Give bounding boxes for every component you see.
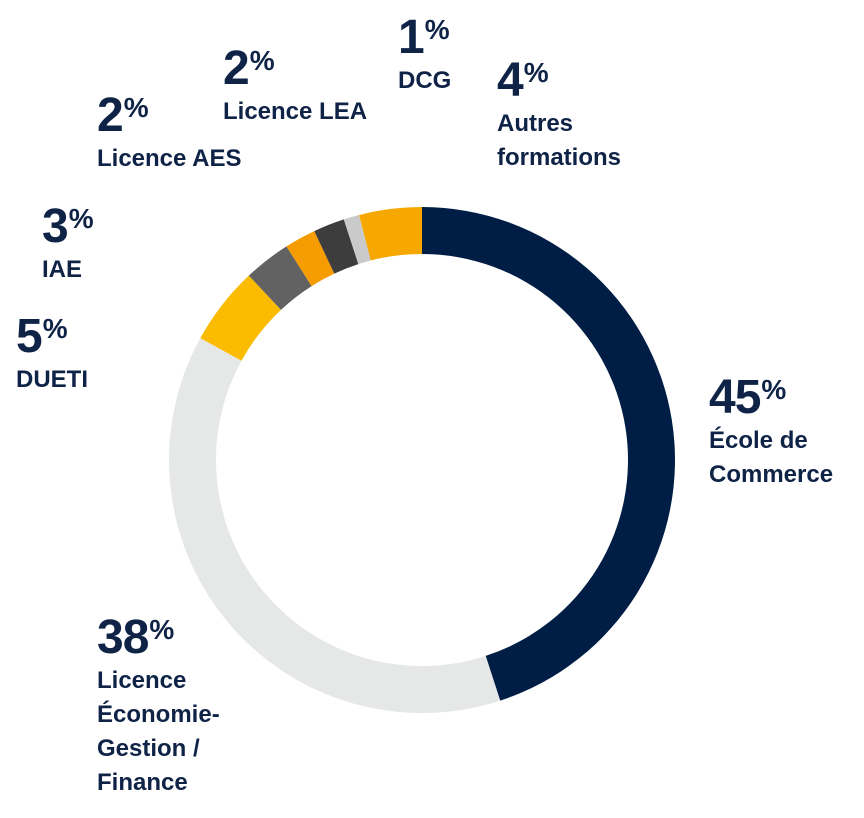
licence-aes-value: 2 [97,89,124,142]
dueti-name: DUETI [16,366,88,393]
percent-sign: % [123,92,149,123]
percent-sign: % [523,57,549,88]
donut-slices [169,207,675,714]
ecole-de-commerce-value: 45 [709,371,761,424]
licence-lea-value: 2 [223,42,250,95]
slice-licence-aes [286,231,335,287]
slice-dcg [343,214,371,265]
label-licence-economie-gestion-finance: 38% Licence Économie- Gestion / Finance [97,614,220,800]
dcg-value: 1 [398,11,425,64]
iae-name: IAE [42,256,83,283]
percent-sign: % [42,313,68,344]
label-dueti: 5% DUETI [16,313,88,397]
slice-licence-lea [314,219,359,274]
licence-lea-name: Licence LEA [223,98,368,125]
licence-economie-gestion-finance-name: Licence Économie- Gestion / Finance [97,667,220,796]
autres-formations-name: Autres formations [497,110,622,171]
label-iae: 3% IAE [42,203,94,287]
slice-iae [248,246,312,310]
label-dcg: 1% DCG [398,14,451,98]
percent-sign: % [68,203,94,234]
dueti-value: 5 [16,310,43,363]
licence-economie-gestion-finance-value: 38 [97,611,149,664]
label-ecole-de-commerce: 45% École de Commerce [709,374,833,492]
licence-aes-name: Licence AES [97,145,242,172]
slice-ecole-de-commerce [422,207,675,701]
slice-licence-economie-gestion-finance [169,338,501,714]
percent-sign: % [149,614,175,645]
percent-sign: % [249,45,275,76]
slice-autres-formations [359,207,422,261]
slice-dueti [200,275,281,361]
percent-sign: % [424,14,450,45]
label-licence-aes: 2% Licence AES [97,92,242,176]
label-licence-lea: 2% Licence LEA [223,45,367,129]
dcg-name: DCG [398,67,452,94]
autres-formations-value: 4 [497,54,524,107]
label-autres-formations: 4% Autres formations [497,57,621,175]
iae-value: 3 [42,200,69,253]
ecole-de-commerce-name: École de Commerce [709,427,834,488]
percent-sign: % [761,374,787,405]
